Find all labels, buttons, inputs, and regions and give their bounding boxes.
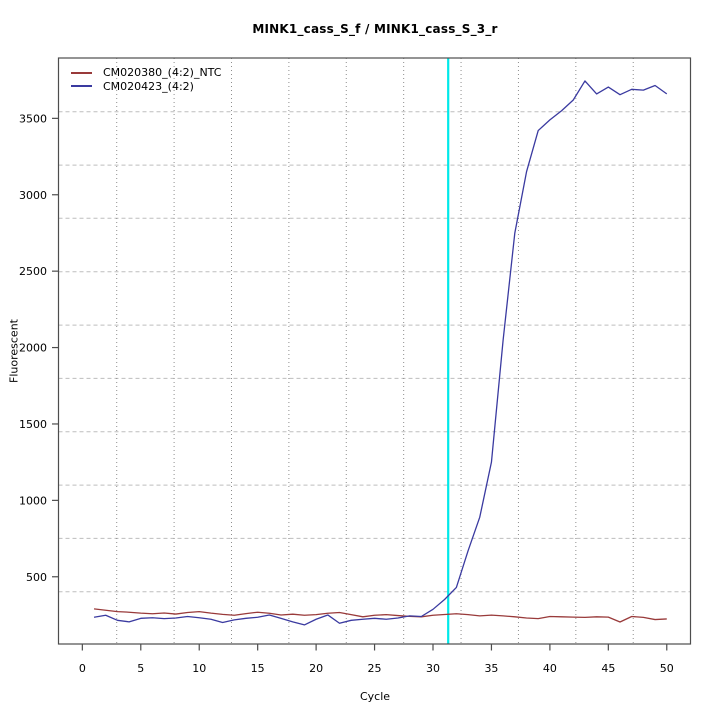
legend-line-blue-icon [71,85,92,88]
legend: CM020380_(4:2)_NTC CM020423_(4:2) [71,66,221,93]
plot-border [57,57,692,645]
series-line-0 [93,608,667,623]
y-tick-label: 1500 [19,418,47,431]
chart-title: MINK1_cass_S_f / MINK1_cass_S_3_r [252,22,498,36]
x-tick-label: 30 [426,662,440,675]
legend-label-sample: CM020423_(4:2) [103,79,194,93]
legend-line-red-icon [71,71,92,74]
y-tick-label: 1000 [19,494,47,507]
legend-label-ntc: CM020380_(4:2)_NTC [103,66,222,79]
x-tick-label: 5 [137,662,144,675]
y-tick-label: 2000 [19,342,47,355]
x-tick-label: 15 [251,662,265,675]
x-tick-label: 0 [79,662,86,675]
x-tick-label: 45 [601,662,615,675]
x-tick-label: 40 [543,662,557,675]
y-tick-label: 3000 [19,189,47,202]
y-tick-label: 3500 [19,112,47,125]
x-tick-label: 10 [192,662,206,675]
y-tick-label: 2500 [19,265,47,278]
x-tick-label: 35 [484,662,498,675]
x-tick-label: 25 [368,662,382,675]
x-tick-label: 50 [660,662,674,675]
legend-item-sample: CM020423_(4:2) [71,80,221,94]
y-tick-label: 500 [26,571,47,584]
x-axis-label: Cycle [359,690,391,703]
legend-item-ntc: CM020380_(4:2)_NTC [71,66,221,80]
series-line-1 [93,80,668,626]
x-tick-label: 20 [309,662,323,675]
